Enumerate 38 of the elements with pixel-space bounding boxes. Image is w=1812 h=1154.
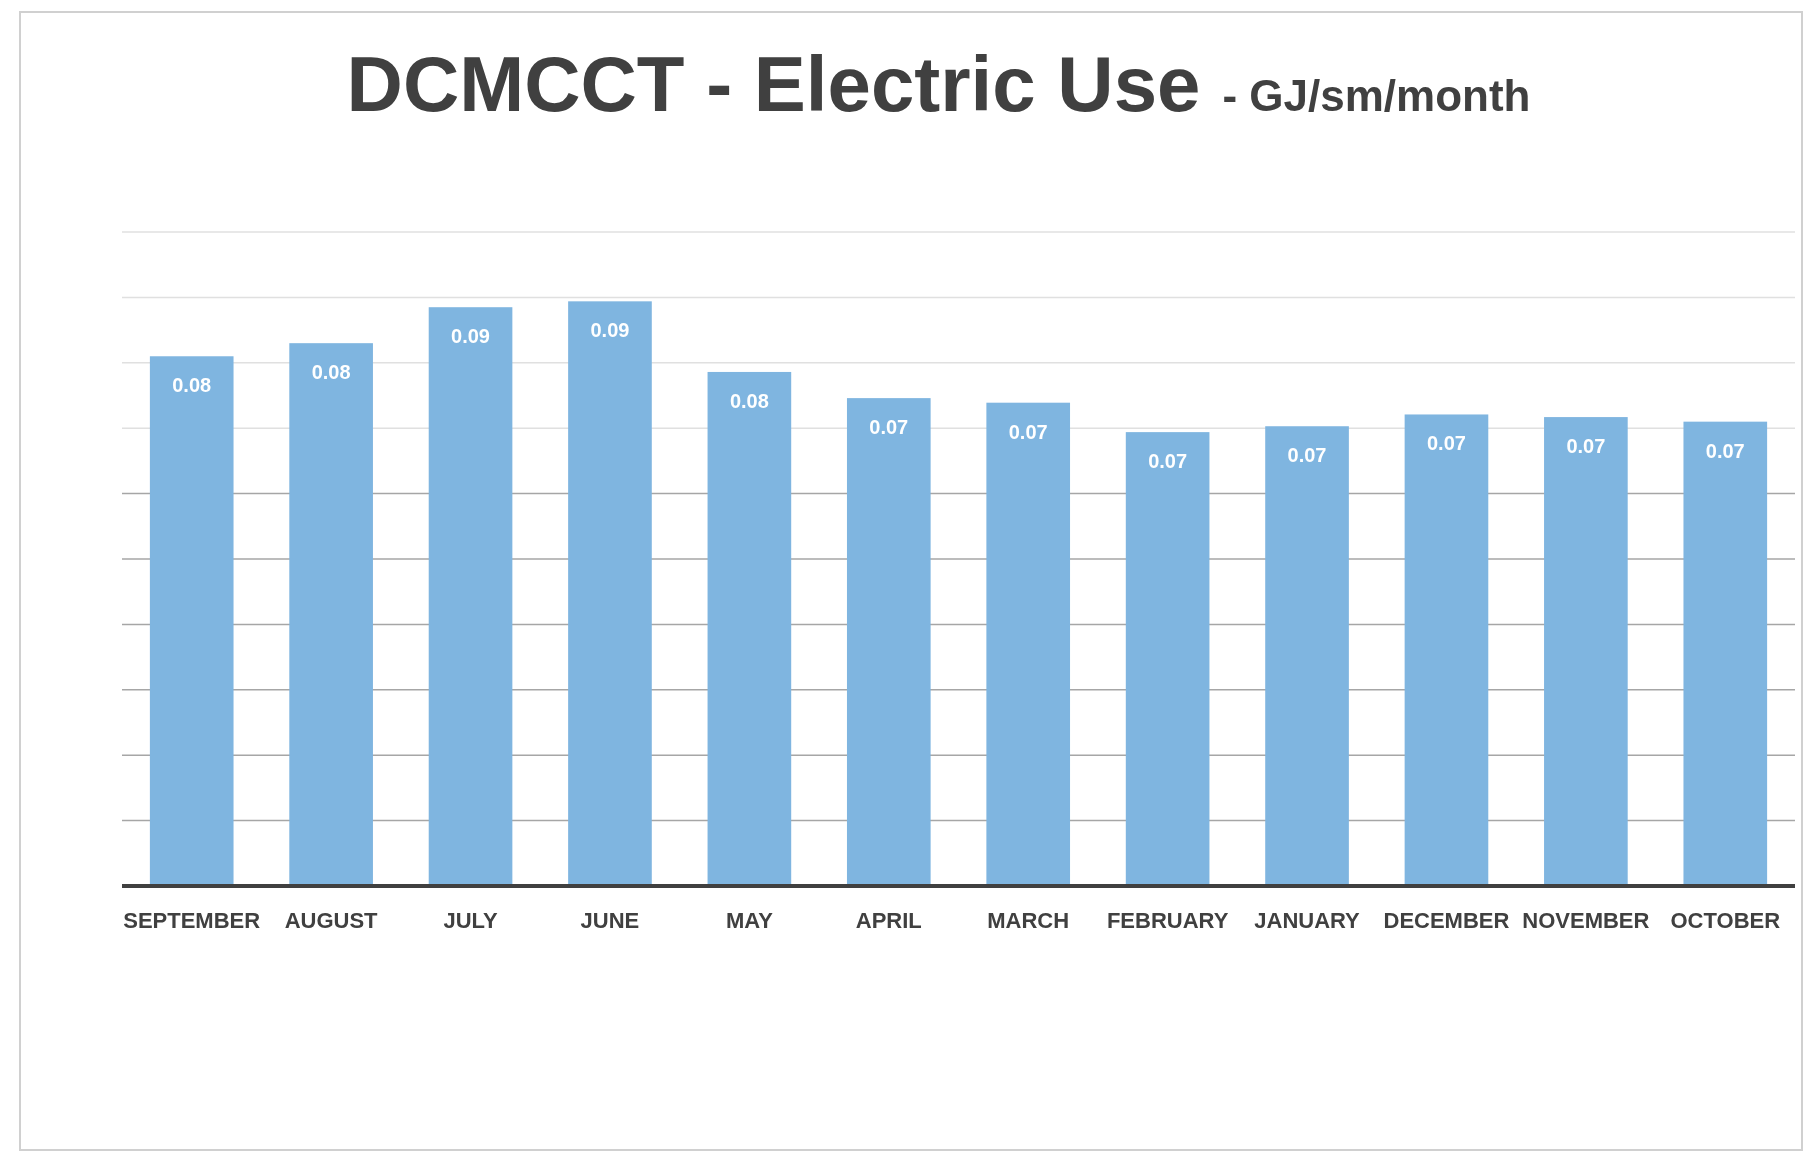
data-label: 0.07 (1705, 439, 1745, 462)
x-tick-label: SEPTEMBER (123, 908, 261, 933)
bar (568, 301, 652, 886)
data-label: 0.08 (311, 361, 351, 384)
x-tick-label: FEBRUARY (1106, 908, 1229, 933)
bar (1265, 426, 1349, 886)
bar (707, 371, 792, 886)
x-tick-label: JANUARY (1254, 908, 1361, 933)
x-tick-label: JULY (443, 908, 498, 933)
bar (1125, 432, 1210, 886)
data-label: 0.09 (451, 325, 491, 348)
data-label: 0.07 (1148, 450, 1188, 473)
data-label: 0.07 (869, 416, 909, 439)
bar (428, 307, 513, 886)
x-tick-label: APRIL (855, 908, 922, 933)
chart-subtitle: - GJ/sm/month (1222, 71, 1531, 120)
data-label: 0.07 (1566, 435, 1606, 458)
chart-title: DCMCCT - Electric Use (346, 40, 1201, 128)
x-tick-label: DECEMBER (1383, 908, 1510, 933)
bar (1683, 421, 1768, 886)
x-tick-label: JUNE (580, 908, 640, 933)
bar (846, 398, 931, 886)
data-label: 0.07 (1287, 444, 1327, 467)
bar (1544, 417, 1628, 886)
x-tick-label: AUGUST (284, 908, 379, 933)
bar (289, 343, 373, 886)
data-label: 0.07 (1426, 432, 1466, 455)
bar (149, 356, 234, 886)
x-tick-label: MARCH (987, 908, 1070, 933)
bar (986, 402, 1071, 886)
data-label: 0.07 (1008, 420, 1048, 443)
x-tick-label: MAY (725, 908, 774, 933)
data-label: 0.08 (729, 389, 769, 412)
x-tick-label: OCTOBER (1670, 908, 1781, 933)
data-label: 0.08 (172, 374, 212, 397)
bar (1404, 414, 1489, 886)
x-tick-label: NOVEMBER (1522, 908, 1650, 933)
data-label: 0.09 (590, 319, 630, 342)
